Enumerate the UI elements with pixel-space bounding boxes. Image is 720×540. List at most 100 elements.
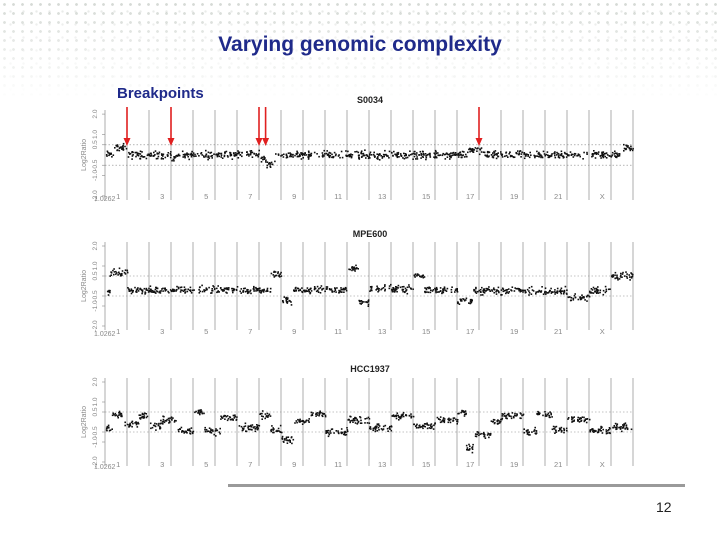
data-point [154, 422, 156, 425]
data-point [351, 269, 353, 272]
data-point [432, 289, 435, 291]
data-point [476, 431, 479, 433]
data-point [505, 154, 508, 157]
data-point [287, 152, 290, 154]
data-point [480, 147, 483, 149]
data-point [439, 154, 442, 156]
data-point [308, 421, 310, 423]
data-point [369, 290, 371, 292]
data-point [330, 289, 332, 291]
data-point [384, 288, 386, 291]
data-point [370, 286, 373, 289]
data-point [493, 152, 496, 154]
data-point [429, 287, 431, 289]
data-point [416, 152, 418, 154]
data-point [250, 151, 253, 154]
data-point [213, 286, 215, 288]
data-point [208, 427, 211, 429]
data-point [450, 288, 453, 291]
data-point [384, 289, 386, 292]
data-point [177, 153, 180, 156]
data-point [394, 289, 397, 292]
data-point [228, 287, 230, 289]
data-point [572, 297, 575, 300]
data-point [182, 153, 185, 156]
data-point [513, 290, 516, 292]
data-point [308, 290, 310, 293]
data-point [562, 293, 565, 295]
data-point [156, 287, 159, 290]
chromosome-label: 11 [334, 327, 342, 336]
data-point [309, 291, 312, 294]
data-point [254, 430, 257, 433]
data-point [281, 154, 283, 156]
data-point [528, 287, 531, 289]
data-point [614, 271, 617, 274]
data-point [496, 153, 498, 155]
data-point [302, 157, 304, 159]
data-point [162, 290, 164, 292]
data-point [445, 290, 448, 292]
data-point [200, 411, 202, 413]
data-point [266, 164, 269, 167]
data-point [170, 154, 172, 156]
data-point [457, 302, 459, 305]
data-point [500, 151, 502, 153]
data-point [497, 290, 499, 292]
data-point [412, 288, 414, 290]
data-point [160, 158, 163, 160]
data-point [534, 156, 536, 159]
data-point [141, 413, 144, 416]
data-point [540, 290, 543, 292]
data-point [331, 156, 333, 159]
data-point [586, 418, 589, 420]
data-point [144, 293, 146, 295]
data-point [220, 415, 222, 418]
chromosome-label: X [600, 192, 605, 201]
data-point [307, 150, 310, 153]
data-point [392, 154, 394, 157]
data-point [505, 415, 507, 418]
data-point [285, 297, 287, 299]
data-point [307, 156, 309, 158]
data-point [173, 156, 175, 158]
data-point [219, 427, 221, 430]
data-point [318, 155, 320, 158]
data-point [222, 290, 224, 292]
data-point [606, 432, 609, 434]
data-point [364, 422, 366, 424]
data-point [434, 153, 436, 156]
data-point [431, 425, 433, 427]
chromosome-label: 5 [204, 327, 208, 336]
data-point [234, 415, 236, 418]
data-point [185, 430, 188, 433]
chromosome-label: 9 [292, 460, 296, 469]
data-point [308, 418, 310, 420]
data-point [435, 290, 437, 293]
data-point [150, 427, 152, 430]
data-point [370, 154, 373, 156]
data-point [410, 415, 413, 418]
data-point [619, 276, 622, 278]
data-point [442, 289, 444, 291]
data-point [187, 429, 189, 432]
data-point [402, 411, 405, 414]
data-point [188, 289, 191, 292]
data-point [505, 292, 507, 295]
data-point [235, 419, 238, 421]
data-point [435, 151, 437, 153]
data-point [555, 429, 557, 432]
data-point [319, 287, 322, 289]
data-point [156, 153, 159, 155]
data-point [287, 439, 290, 442]
data-point [131, 158, 133, 160]
data-point [144, 292, 147, 294]
data-point [343, 291, 345, 293]
data-point [556, 292, 559, 294]
data-point [345, 154, 347, 157]
data-point [560, 292, 563, 295]
data-point [209, 152, 211, 154]
data-point [545, 293, 547, 295]
data-point [554, 432, 556, 434]
data-point [204, 289, 207, 291]
